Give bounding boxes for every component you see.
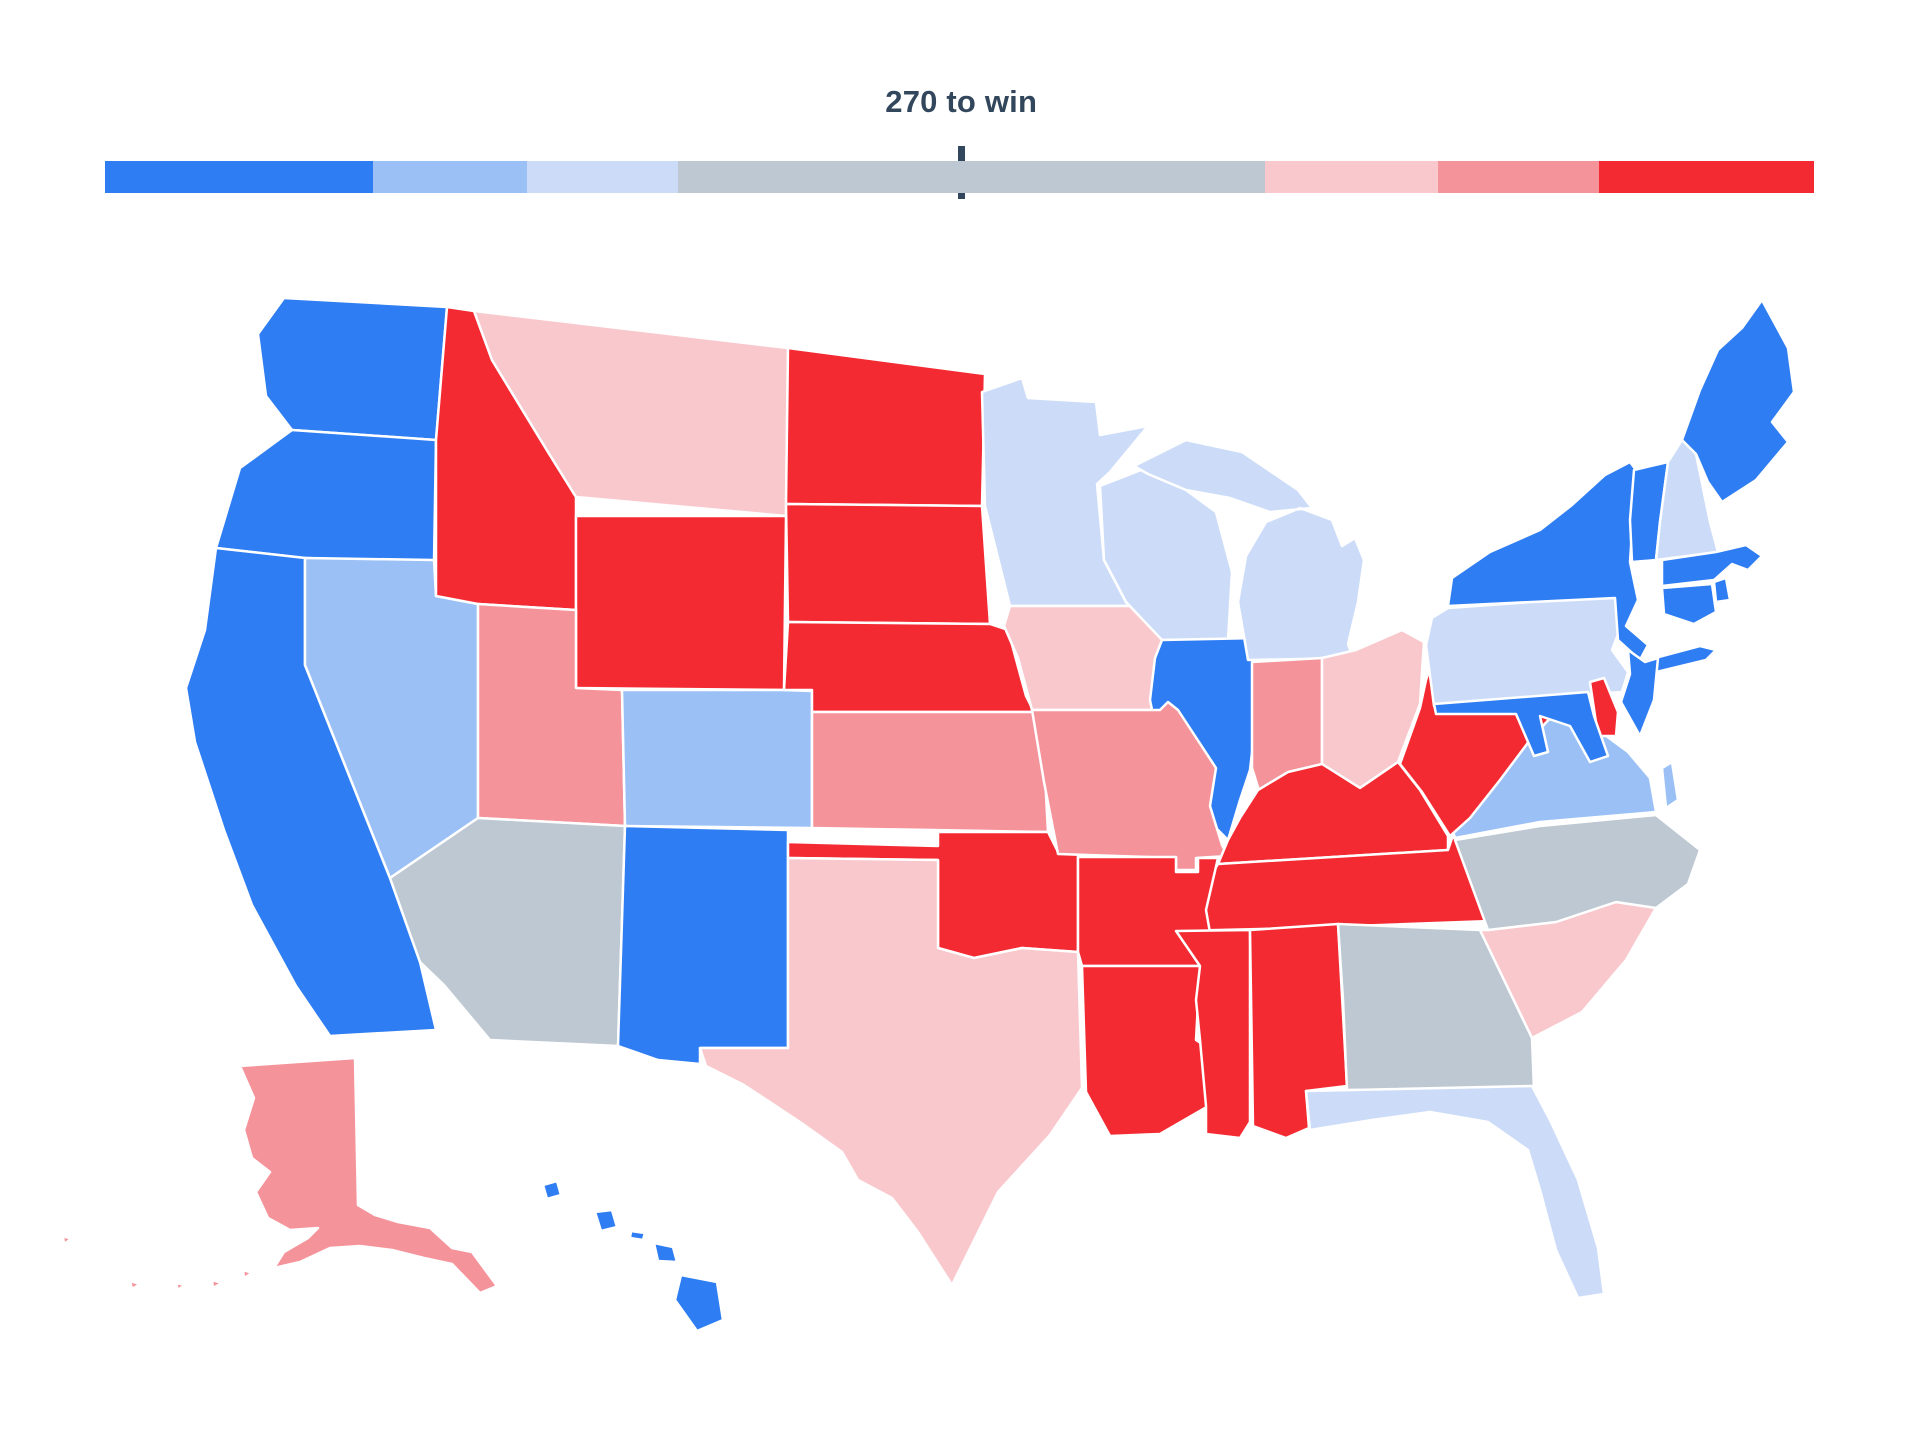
state-MA[interactable] xyxy=(1660,543,1764,588)
legend-segment-lean-dem xyxy=(527,161,678,193)
state-CO[interactable] xyxy=(620,688,814,830)
state-ND[interactable] xyxy=(784,346,987,508)
state-SD[interactable] xyxy=(784,502,992,626)
state-OR[interactable] xyxy=(214,428,438,564)
state-NC[interactable] xyxy=(1453,813,1702,932)
state-NJ[interactable] xyxy=(1619,648,1660,738)
state-CT[interactable] xyxy=(1660,582,1718,626)
state-FL[interactable] xyxy=(1304,1084,1606,1300)
state-KS[interactable] xyxy=(810,710,1050,834)
legend-segment-likely-dem xyxy=(373,161,528,193)
state-TX[interactable] xyxy=(698,856,1084,1287)
state-AK[interactable] xyxy=(61,1056,499,1295)
state-NM[interactable] xyxy=(616,824,790,1066)
legend-segment-solid-rep xyxy=(1598,161,1814,193)
state-MD[interactable] xyxy=(1432,690,1610,764)
state-RI[interactable] xyxy=(1712,576,1732,604)
state-WA[interactable] xyxy=(256,296,449,442)
legend-segment-likely-rep xyxy=(1437,161,1599,193)
legend-segment-tossup xyxy=(677,161,1266,193)
state-ME[interactable] xyxy=(1680,298,1796,504)
legend-segment-solid-dem xyxy=(105,161,374,193)
state-MS[interactable] xyxy=(1174,928,1252,1140)
state-HI[interactable] xyxy=(541,1179,725,1333)
legend-segment-lean-rep xyxy=(1265,161,1438,193)
state-NE[interactable] xyxy=(782,620,1036,714)
state-MI[interactable] xyxy=(1132,438,1366,662)
electoral-vote-bar xyxy=(105,161,1814,193)
state-WY[interactable] xyxy=(574,514,788,692)
